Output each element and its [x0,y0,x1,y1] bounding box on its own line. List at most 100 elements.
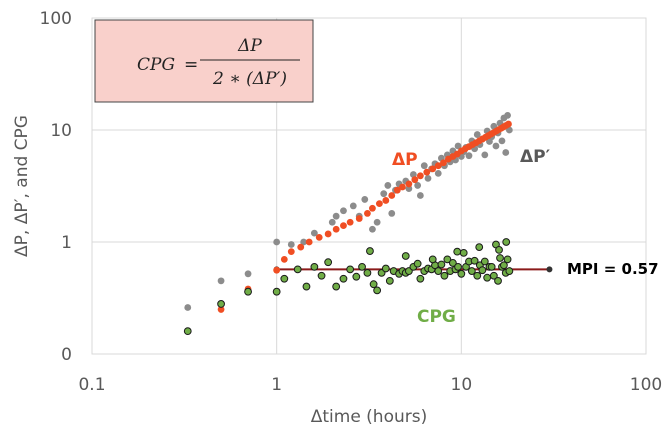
dp-prime-point [504,112,511,119]
x-tick-label: 10 [451,375,473,395]
cpg-point [310,262,319,271]
cpg-point [489,271,498,280]
cpg-point [487,262,496,271]
cpg-point [332,282,341,291]
y-axis-title: ΔP, ΔP′, and CPG [12,115,32,257]
dp-prime-point [454,142,462,150]
dp-point [340,222,347,230]
cpg-point [443,255,452,264]
dp-prime-point [369,225,376,233]
dp-point [280,255,288,263]
cpg-point [339,274,348,283]
dp-prime-point [373,218,381,226]
dp-prime-point [409,171,417,178]
cpg-point [457,269,466,278]
series-label-dp: ΔP [392,150,418,170]
cpg-point [505,267,514,275]
dp-prime-point [481,151,489,159]
cpg-point [244,287,252,296]
dp-point [405,180,413,188]
dp-prime-point [416,192,424,199]
plot-border [91,17,647,355]
formula-numerator: ΔP [237,36,262,56]
cpg-point [480,257,489,266]
cpg-point [217,300,225,308]
cpg-point [381,264,390,273]
x-axis-title: Δtime (hours) [311,407,428,427]
cpg-point [475,243,484,252]
x-tick-labels: 0.1 1 10 100 [78,375,662,395]
mpi-line-end [546,266,553,273]
dp-point [416,172,424,180]
dp-prime-point [300,238,308,246]
cpg-point [434,267,443,275]
cpg-point [416,274,425,283]
cpg-point [483,273,492,282]
x-tick-label: 0.1 [78,375,105,395]
dp-point [429,165,437,173]
dp-point [305,238,313,246]
cpg-point [280,274,289,283]
dp-prime-point [384,182,392,189]
cpg-point [503,255,512,264]
x-tick-label: 100 [630,375,662,395]
cpg-point [467,267,476,275]
cpg-point [473,271,482,280]
cpg-point [401,252,410,260]
cpg-point [317,271,326,280]
mpi-label: MPI = 0.57 [567,260,659,278]
dp-point [273,266,281,274]
dp-point [440,159,447,167]
formula-box: CPG = ΔP 2 ∗ (ΔP′) [94,19,314,103]
cpg-point [352,272,361,281]
dp-prime-point [414,182,422,189]
dp-point [287,248,295,256]
dp-prime-point [349,202,357,210]
dp-point [434,162,442,170]
dp-prime-point [217,277,225,285]
cpg-point [366,247,374,255]
cpg-point [413,259,422,268]
dp-point [423,168,431,176]
cpg-point [183,327,192,336]
dp-prime-point [273,238,281,246]
dp-prime-point [184,304,192,311]
dp-point [324,230,332,238]
y-tick-label: 100 [40,9,72,29]
dp-point [217,306,225,313]
cpg-point [428,255,437,264]
y-tick-labels: 0 1 10 100 [40,9,72,365]
dp-prime-point [473,131,481,138]
cpg-point [363,268,372,277]
formula-box-bg [94,19,314,103]
cpg-point [385,276,394,285]
series-label-dp-prime: ΔP′ [520,147,551,167]
dp-point [346,218,354,226]
dp-prime-point [380,190,388,198]
dp-point [375,200,383,208]
dp-point [411,176,419,184]
dp-point [364,210,371,217]
series-label-cpg: CPG [417,307,456,327]
formula-lhs: CPG [137,55,175,75]
dp-prime-point [498,137,506,145]
cpg-point [502,238,511,246]
cpg-point [302,282,311,291]
dp-point [505,120,512,128]
dp-point [388,192,396,199]
dp-prime-point [287,241,295,248]
cpg-point [454,262,462,271]
dp-prime-point [340,207,347,215]
y-tick-label: 0 [61,345,72,365]
dp-prime-point [244,270,252,278]
cpg-point [470,256,479,265]
series-points [183,112,514,336]
cpg-point [346,265,355,274]
dp-point [369,204,376,212]
dp-point [315,233,323,241]
cpg-point [499,261,508,270]
dp-point [382,197,390,204]
dp-prime-point [388,210,396,217]
cpg-point [440,271,449,280]
